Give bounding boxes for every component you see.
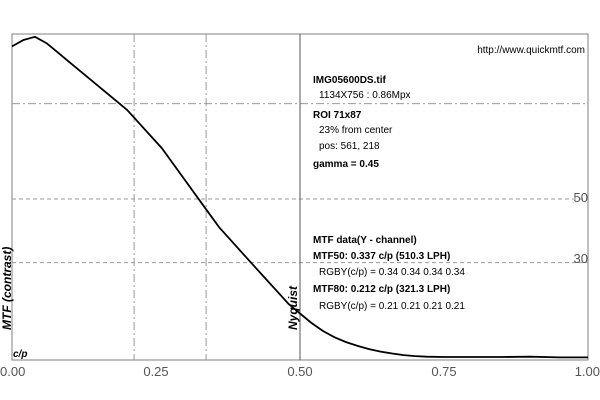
ref-30-label: 30: [574, 251, 588, 266]
x-tick-label: 0.75: [431, 364, 456, 379]
info-roi: ROI 71x87: [313, 110, 362, 121]
x-tick-label: 0.00: [0, 364, 25, 379]
info-from-center: 23% from center: [319, 125, 393, 136]
mtf-curve: [11, 35, 588, 359]
info-rgby80: RGBY(c/p) = 0.21 0.21 0.21 0.21: [319, 301, 465, 312]
info-rgby50: RGBY(c/p) = 0.34 0.34 0.34 0.34: [319, 267, 465, 278]
info-mtf-header: MTF data(Y - channel): [313, 235, 417, 246]
x-tick-labels: 0.00 0.25 0.50 0.75 1.00: [0, 364, 600, 379]
x-axis-label: c/p: [13, 349, 27, 360]
info-gamma: gamma = 0.45: [313, 159, 379, 170]
info-panel: IMG05600DS.tif 1134X756 : 0.86Mpx ROI 71…: [313, 75, 465, 312]
info-mtf80: MTF80: 0.212 c/p (321.3 LPH): [313, 284, 450, 295]
website-label: http://www.quickmtf.com: [477, 45, 585, 56]
x-tick-label: 1.00: [575, 364, 600, 379]
nyquist-label: Nyquist: [286, 285, 300, 330]
info-pos: pos: 561, 218: [319, 141, 380, 152]
x-tick-label: 0.25: [143, 364, 168, 379]
x-tick-label: 0.50: [287, 364, 312, 379]
info-filename: IMG05600DS.tif: [313, 75, 386, 86]
y-axis-label: MTF (contrast): [0, 247, 14, 330]
info-mtf50: MTF50: 0.337 c/p (510.3 LPH): [313, 251, 450, 262]
info-dims: 1134X756 : 0.86Mpx: [319, 90, 411, 101]
ref-50-label: 50: [574, 190, 588, 205]
